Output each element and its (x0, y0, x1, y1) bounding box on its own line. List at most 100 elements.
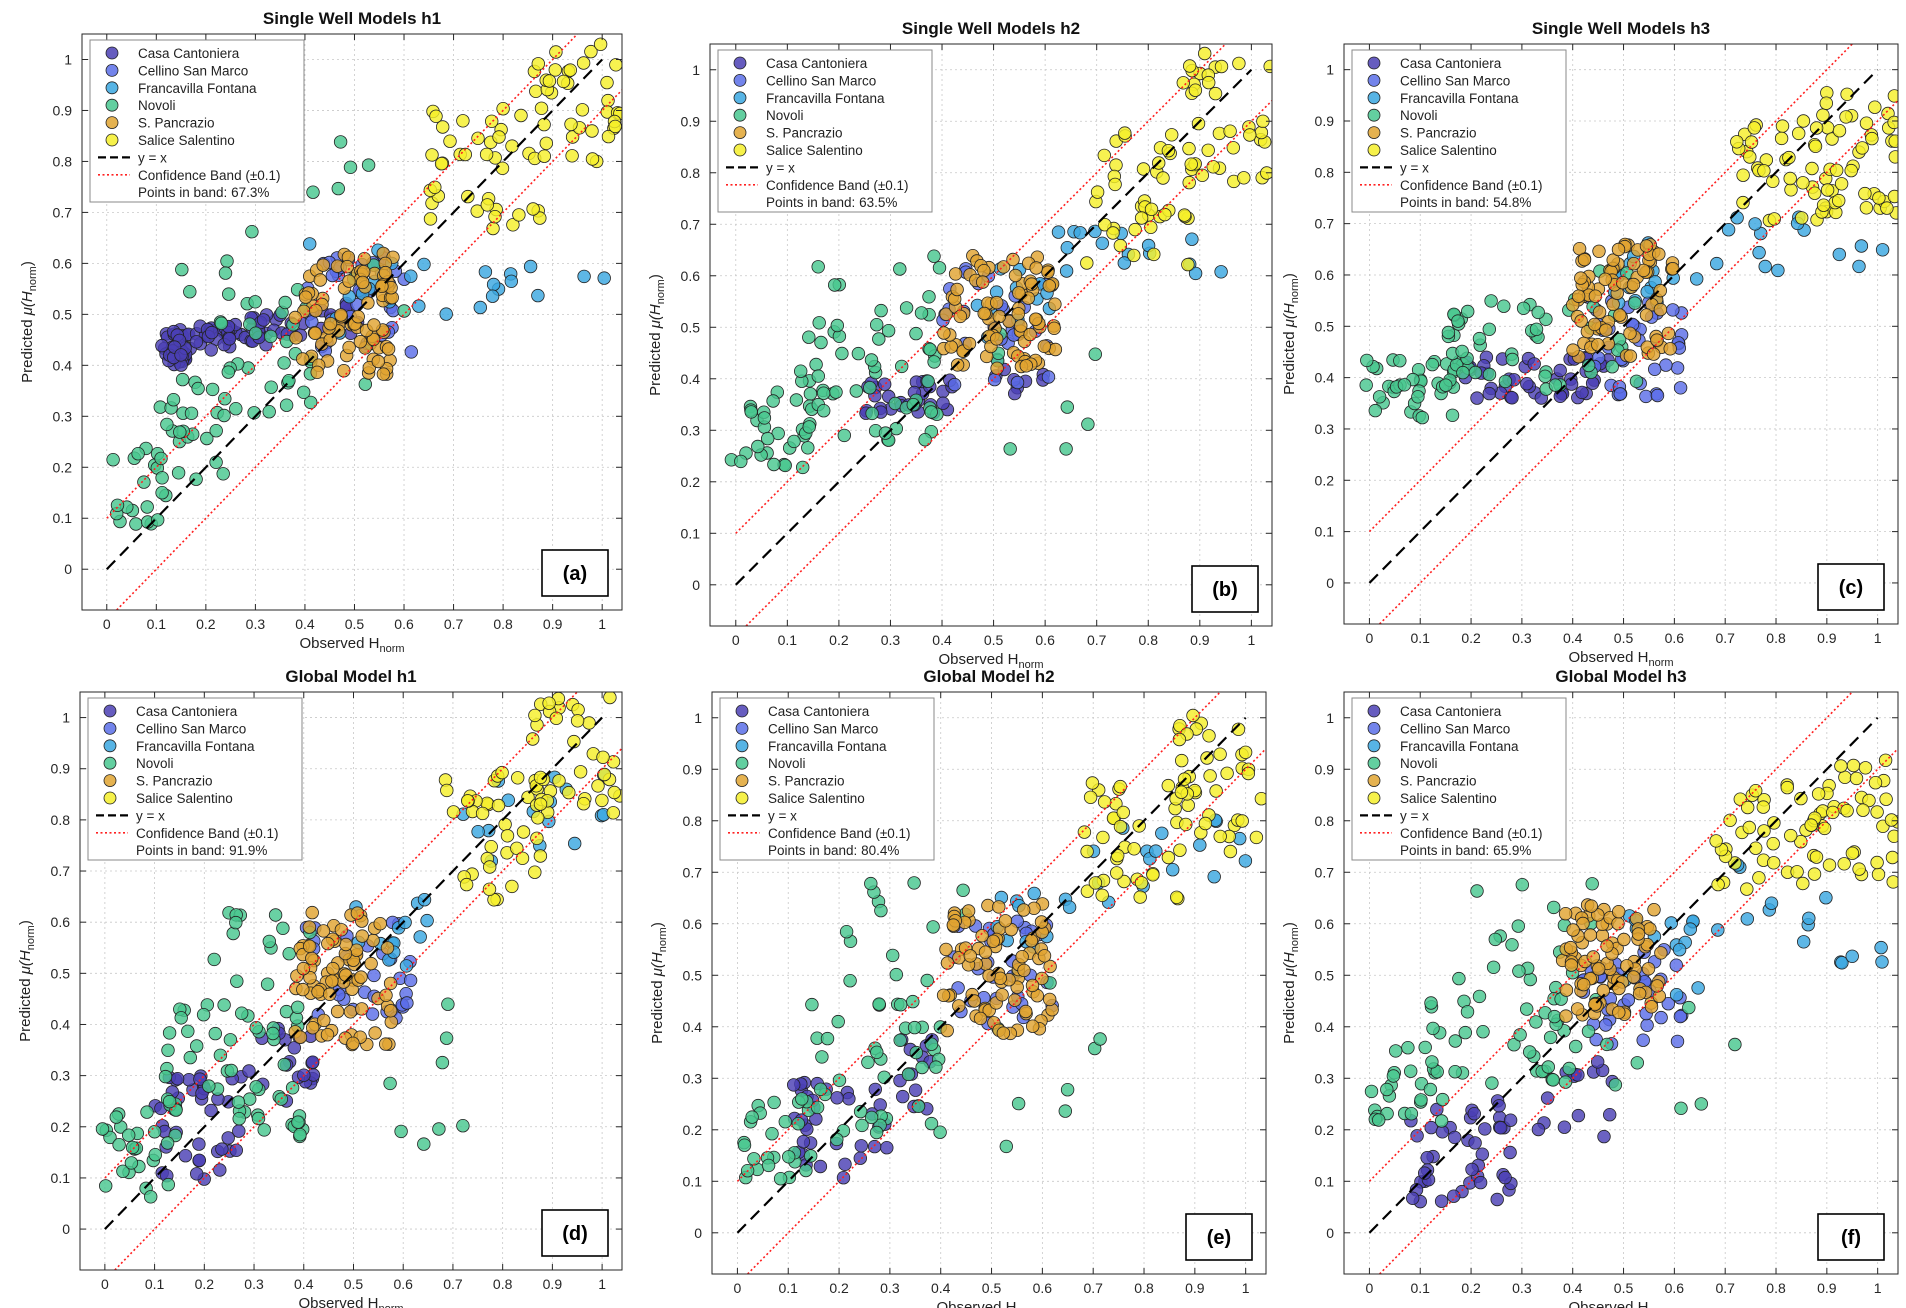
point (1425, 1055, 1439, 1069)
point (1559, 1009, 1573, 1023)
point (737, 1138, 752, 1152)
point (183, 285, 197, 299)
point (282, 947, 296, 961)
x-tick-label: 0.7 (1087, 632, 1107, 648)
point (533, 211, 547, 225)
point (760, 431, 775, 446)
point (1468, 1136, 1482, 1150)
legend-label: Casa Cantoniera (1400, 56, 1502, 71)
point (1209, 784, 1223, 798)
point (893, 1033, 907, 1048)
point (601, 93, 615, 108)
x-axis-label: Observed Hnorm (1568, 1299, 1673, 1308)
point (1193, 838, 1207, 852)
point (1417, 1166, 1432, 1180)
point (1083, 790, 1098, 805)
point (854, 1139, 869, 1153)
chart-title: Global Model h2 (923, 667, 1054, 686)
point (404, 269, 418, 283)
point (1451, 314, 1465, 328)
upper-band-line (735, 44, 1227, 534)
point (1710, 256, 1724, 271)
y-tick-label: 0.8 (1315, 164, 1335, 180)
x-tick-label: 0 (101, 1276, 109, 1292)
point (1796, 176, 1810, 190)
point (125, 1140, 140, 1155)
point (861, 1055, 875, 1070)
point (325, 974, 339, 988)
point (1572, 241, 1587, 256)
point (881, 324, 896, 338)
x-tick-label: 0.9 (543, 616, 563, 632)
y-tick-label: 0.7 (53, 204, 73, 220)
point (874, 303, 888, 318)
point (331, 181, 346, 196)
x-tick-label: 0.8 (493, 1276, 513, 1292)
point (1730, 210, 1744, 225)
point (1472, 989, 1487, 1004)
point (483, 860, 497, 874)
legend-label: Confidence Band (±0.1) (1400, 178, 1543, 193)
point (1420, 1151, 1434, 1165)
legend: Casa Cantoniera Cellino San Marco Francavi… (719, 697, 935, 861)
panel-label-box (541, 549, 609, 597)
point (1430, 1102, 1444, 1117)
point (869, 1125, 884, 1140)
point (1661, 997, 1676, 1011)
point (521, 790, 535, 805)
point (1520, 377, 1534, 391)
point (184, 406, 199, 421)
point (1188, 266, 1203, 281)
point (354, 970, 368, 984)
point (1859, 201, 1874, 215)
point (218, 392, 232, 406)
point (933, 1125, 947, 1139)
point (1393, 354, 1407, 368)
point (1682, 1000, 1696, 1015)
point (1870, 855, 1884, 870)
point (1669, 958, 1684, 972)
point (166, 393, 181, 407)
point (1673, 1009, 1688, 1024)
band-note: Points in band: 65.9% (1400, 843, 1531, 858)
point (1161, 778, 1176, 793)
point (1238, 745, 1253, 760)
x-tick-label: 0.8 (1139, 632, 1159, 648)
point (986, 934, 1001, 949)
lower-band-line (1379, 748, 1898, 1274)
point (1672, 943, 1687, 957)
x-tick-label: 0 (103, 616, 111, 632)
point (1172, 732, 1187, 747)
point (1711, 923, 1725, 937)
y-tick-label: 0.7 (683, 864, 703, 880)
point (221, 287, 236, 301)
point (1643, 922, 1657, 936)
point (1581, 1024, 1596, 1039)
x-tick-label: 0 (732, 632, 740, 648)
point (279, 398, 294, 412)
point (812, 316, 826, 330)
point (1626, 970, 1641, 984)
point (944, 340, 958, 354)
identity-line (1368, 716, 1879, 1234)
x-tick-label: 0.7 (1715, 630, 1735, 646)
point (1158, 207, 1172, 222)
point (1008, 386, 1022, 401)
legend-marker (105, 46, 119, 60)
point (1790, 865, 1804, 879)
point (842, 1092, 856, 1106)
x-tick-label: 0.4 (295, 616, 315, 632)
point (1834, 759, 1848, 773)
legend-marker (1367, 74, 1381, 87)
point (1455, 344, 1469, 359)
axes-box (79, 691, 623, 1271)
y-tick-label: 0.1 (53, 510, 73, 526)
point (1621, 993, 1636, 1007)
point (878, 426, 893, 440)
point (597, 271, 611, 285)
point (459, 877, 474, 892)
point (1425, 357, 1440, 372)
point (103, 1130, 117, 1145)
point (1817, 821, 1832, 836)
point (1600, 939, 1614, 953)
